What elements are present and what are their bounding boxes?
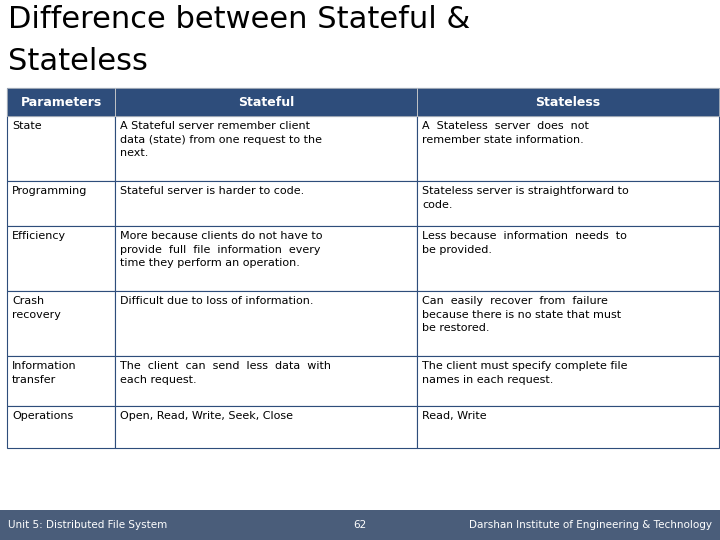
Text: State: State — [12, 121, 42, 131]
Text: Efficiency: Efficiency — [12, 231, 66, 241]
Bar — [115, 88, 417, 116]
Bar — [115, 406, 417, 448]
Bar — [417, 88, 719, 116]
Text: Stateless server is straightforward to
code.: Stateless server is straightforward to c… — [422, 186, 629, 210]
Text: Stateful: Stateful — [238, 96, 294, 109]
Text: A  Stateless  server  does  not
remember state information.: A Stateless server does not remember sta… — [422, 121, 589, 145]
Bar — [115, 116, 417, 181]
Bar — [417, 88, 719, 116]
Text: Difference between Stateful &: Difference between Stateful & — [8, 5, 470, 34]
Text: A Stateful server remember client
data (state) from one request to the
next.: A Stateful server remember client data (… — [120, 121, 322, 158]
Text: Can  easily  recover  from  failure
because there is no state that must
be resto: Can easily recover from failure because … — [422, 296, 621, 333]
Text: Stateless: Stateless — [536, 96, 600, 109]
Bar — [115, 291, 417, 356]
Bar — [417, 116, 719, 181]
Bar — [115, 356, 417, 406]
Bar — [115, 88, 417, 116]
Bar — [417, 226, 719, 291]
Text: The client must specify complete file
names in each request.: The client must specify complete file na… — [422, 361, 628, 384]
Text: Open, Read, Write, Seek, Close: Open, Read, Write, Seek, Close — [120, 411, 293, 421]
Text: Parameters: Parameters — [20, 96, 102, 109]
Text: Difficult due to loss of information.: Difficult due to loss of information. — [120, 296, 313, 306]
Text: Crash
recovery: Crash recovery — [12, 296, 61, 320]
Bar — [417, 406, 719, 448]
Bar — [115, 226, 417, 291]
Text: 62: 62 — [354, 520, 366, 530]
Text: Less because  information  needs  to
be provided.: Less because information needs to be pro… — [422, 231, 627, 254]
Text: Darshan Institute of Engineering & Technology: Darshan Institute of Engineering & Techn… — [469, 520, 712, 530]
Bar — [115, 181, 417, 226]
Text: The  client  can  send  less  data  with
each request.: The client can send less data with each … — [120, 361, 331, 384]
Text: Stateful server is harder to code.: Stateful server is harder to code. — [120, 186, 305, 196]
Text: More because clients do not have to
provide  full  file  information  every
time: More because clients do not have to prov… — [120, 231, 323, 268]
Text: Information
transfer: Information transfer — [12, 361, 76, 384]
Bar — [417, 181, 719, 226]
Bar — [7, 88, 115, 116]
Bar — [7, 291, 115, 356]
Bar — [7, 406, 115, 448]
Text: Stateless: Stateless — [8, 47, 148, 76]
Bar — [7, 88, 115, 116]
Text: Operations: Operations — [12, 411, 73, 421]
Text: Programming: Programming — [12, 186, 87, 196]
Text: Read, Write: Read, Write — [422, 411, 487, 421]
Bar — [7, 226, 115, 291]
Bar — [0, 510, 720, 540]
Bar — [417, 291, 719, 356]
Bar — [417, 356, 719, 406]
Bar — [7, 116, 115, 181]
Bar — [7, 356, 115, 406]
Bar — [7, 181, 115, 226]
Text: Unit 5: Distributed File System: Unit 5: Distributed File System — [8, 520, 167, 530]
